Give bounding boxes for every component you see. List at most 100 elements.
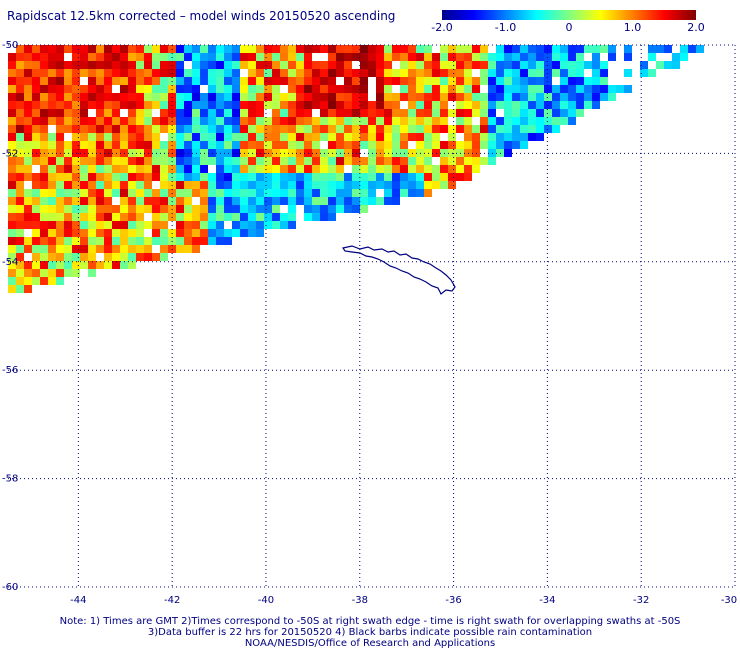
wind-cell: [128, 109, 136, 117]
wind-cell: [240, 189, 248, 197]
wind-cell: [72, 205, 80, 213]
wind-cell: [120, 77, 128, 85]
wind-cell: [96, 197, 104, 205]
wind-cell: [240, 221, 248, 229]
wind-cell: [552, 61, 560, 69]
wind-cell: [392, 117, 400, 125]
wind-cell: [320, 85, 328, 93]
wind-cell: [104, 101, 112, 109]
wind-cell: [432, 69, 440, 77]
wind-cell: [584, 77, 592, 85]
wind-cell: [328, 77, 336, 85]
wind-cell: [456, 85, 464, 93]
wind-cell: [104, 117, 112, 125]
wind-cell: [224, 213, 232, 221]
wind-cell: [208, 61, 216, 69]
wind-cell: [520, 101, 528, 109]
wind-cell: [64, 45, 72, 53]
wind-cell: [392, 173, 400, 181]
wind-cell: [160, 117, 168, 125]
wind-cell: [328, 61, 336, 69]
wind-cell: [312, 69, 320, 77]
wind-cell: [136, 85, 144, 93]
wind-cell: [48, 173, 56, 181]
wind-cell: [8, 109, 16, 117]
wind-cell: [360, 109, 368, 117]
wind-cell: [280, 141, 288, 149]
wind-cell: [64, 165, 72, 173]
wind-cell: [352, 53, 360, 61]
wind-cell: [544, 61, 552, 69]
wind-cell: [144, 245, 152, 253]
wind-cell: [32, 93, 40, 101]
wind-cell: [480, 45, 488, 53]
wind-cell: [72, 125, 80, 133]
wind-cell: [48, 245, 56, 253]
wind-cell: [408, 77, 416, 85]
wind-cell: [88, 85, 96, 93]
wind-cell: [16, 85, 24, 93]
wind-cell: [232, 133, 240, 141]
wind-cell: [352, 181, 360, 189]
wind-cell: [208, 93, 216, 101]
wind-cell: [40, 205, 48, 213]
wind-cell: [120, 141, 128, 149]
wind-cell: [360, 69, 368, 77]
wind-cell: [40, 173, 48, 181]
wind-cell: [448, 85, 456, 93]
wind-cell: [288, 101, 296, 109]
wind-cell: [224, 229, 232, 237]
wind-cell: [240, 85, 248, 93]
wind-cell: [208, 69, 216, 77]
wind-cell: [88, 269, 96, 277]
wind-cell: [176, 221, 184, 229]
wind-cell: [216, 205, 224, 213]
wind-cell: [224, 125, 232, 133]
wind-cell: [304, 141, 312, 149]
wind-cell: [368, 109, 376, 117]
wind-cell: [96, 69, 104, 77]
wind-cell: [56, 213, 64, 221]
wind-cell: [440, 157, 448, 165]
wind-cell: [104, 173, 112, 181]
wind-cell: [512, 69, 520, 77]
wind-cell: [96, 141, 104, 149]
wind-cell: [16, 141, 24, 149]
wind-cell: [264, 221, 272, 229]
wind-cell: [88, 157, 96, 165]
wind-cell: [40, 277, 48, 285]
wind-cell: [432, 77, 440, 85]
wind-cell: [600, 61, 608, 69]
wind-cell: [176, 229, 184, 237]
wind-cell: [272, 125, 280, 133]
wind-cell: [64, 197, 72, 205]
wind-cell: [112, 205, 120, 213]
wind-cell: [520, 85, 528, 93]
wind-cell: [264, 205, 272, 213]
wind-cell: [320, 133, 328, 141]
wind-cell: [128, 245, 136, 253]
wind-cell: [24, 245, 32, 253]
wind-cell: [240, 93, 248, 101]
wind-cell: [376, 53, 384, 61]
wind-cell: [192, 213, 200, 221]
wind-cell: [272, 109, 280, 117]
wind-cell: [112, 213, 120, 221]
wind-cell: [344, 205, 352, 213]
wind-cell: [160, 69, 168, 77]
wind-cell: [24, 165, 32, 173]
wind-cell: [440, 109, 448, 117]
wind-cell: [8, 53, 16, 61]
longitude-label: -40: [258, 595, 274, 606]
wind-cell: [248, 213, 256, 221]
wind-cell: [272, 189, 280, 197]
wind-cell: [256, 189, 264, 197]
wind-cell: [304, 109, 312, 117]
wind-cell: [272, 85, 280, 93]
wind-cell: [120, 53, 128, 61]
wind-cell: [288, 93, 296, 101]
wind-cell: [608, 53, 616, 61]
wind-cell: [160, 125, 168, 133]
wind-cell: [24, 277, 32, 285]
wind-cell: [192, 173, 200, 181]
